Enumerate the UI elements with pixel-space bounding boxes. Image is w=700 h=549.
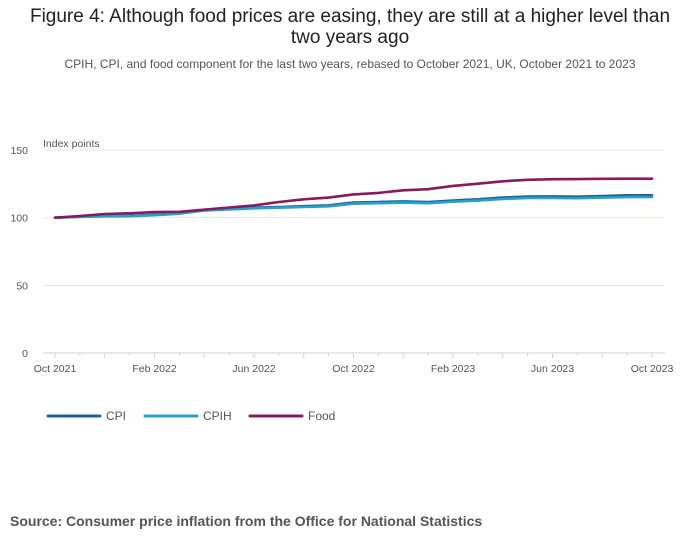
x-axis: Oct 2021 Feb 2022 Jun 2022 Oct 2022 Feb 2023… — [34, 352, 674, 375]
x-tick-label: Feb 2023 — [431, 363, 476, 375]
y-tick-label-50: 50 — [16, 280, 28, 292]
x-tick-label: Oct 2021 — [34, 363, 77, 375]
x-tick-label: Jun 2022 — [232, 363, 275, 375]
y-tick-label-100: 100 — [10, 213, 28, 225]
y-axis-ticks: 0 50 100 150 — [10, 145, 28, 360]
chart-title: Figure 4: Although food prices are easin… — [29, 6, 671, 48]
y-axis-label: Index points — [43, 138, 100, 150]
legend: CPI CPIH Food — [46, 409, 335, 423]
x-tick-label: Jun 2023 — [531, 363, 574, 375]
source-note: Source: Consumer price inflation from th… — [10, 513, 483, 529]
x-tick-label: Oct 2022 — [332, 363, 375, 375]
chart-subtitle: CPIH, CPI, and food component for the la… — [64, 57, 636, 71]
series-line-cpih — [53, 195, 654, 219]
series-lines — [53, 177, 654, 219]
x-tick-label: Feb 2022 — [132, 363, 177, 375]
legend-label-food: Food — [308, 409, 335, 423]
legend-label-cpih: CPIH — [203, 409, 232, 423]
series-line-food — [53, 177, 654, 219]
grid-lines — [43, 149, 665, 286]
legend-label-cpi: CPI — [106, 409, 126, 423]
y-tick-label-0: 0 — [22, 348, 28, 360]
y-tick-label-150: 150 — [10, 145, 28, 157]
x-tick-label: Oct 2023 — [631, 363, 674, 375]
